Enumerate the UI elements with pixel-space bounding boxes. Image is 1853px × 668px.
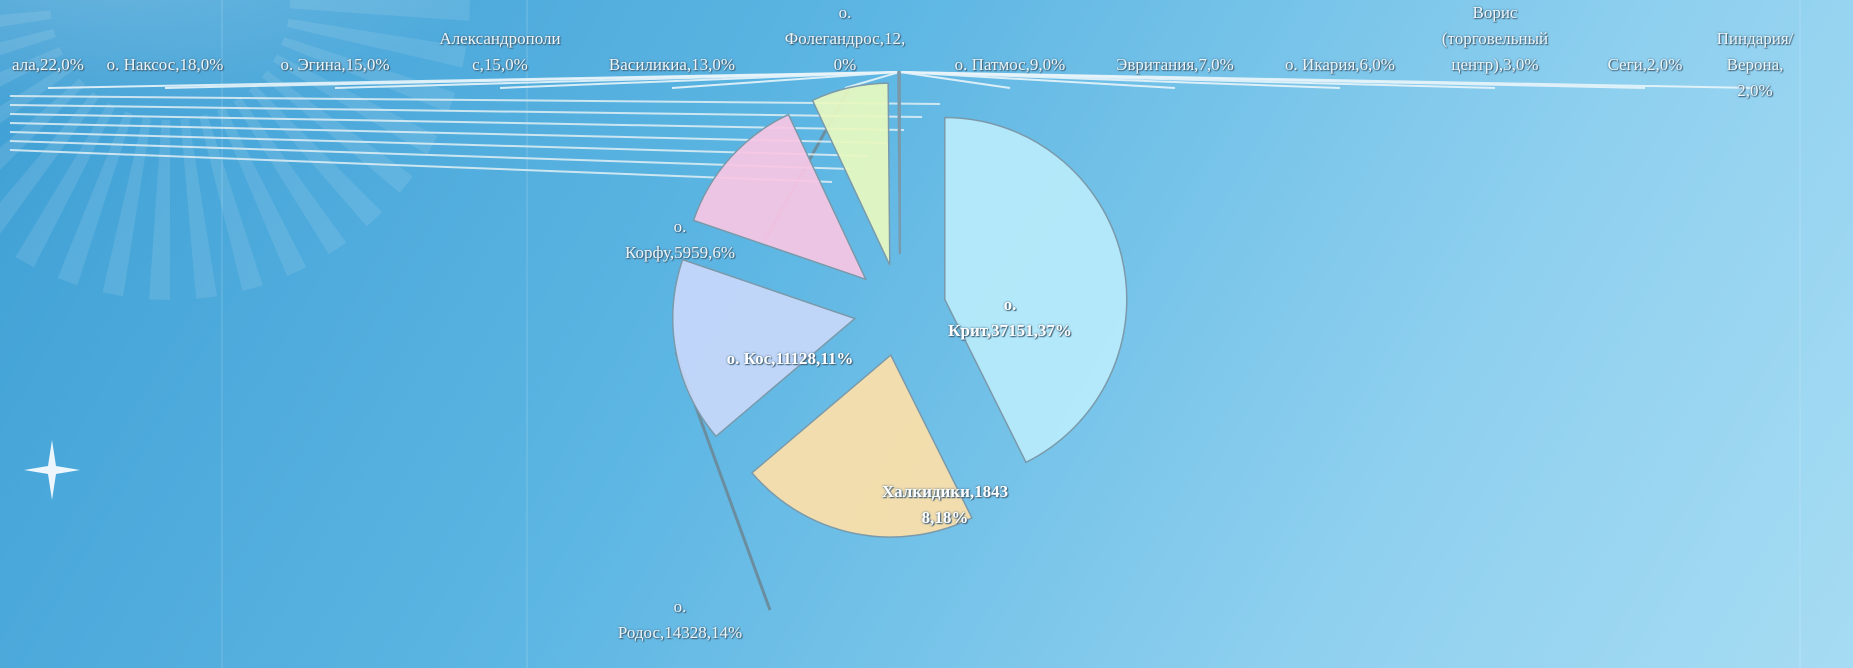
ray [286,18,467,68]
leader-line [9,95,941,105]
data-label: о. Эгина,15,0% [280,55,390,74]
ray [289,0,470,21]
data-label: о. Корфу,5959,6% [624,217,736,262]
ray [0,10,52,27]
ray [0,91,100,234]
data-label: ала,22,0% [12,55,84,74]
leader-line [899,71,1176,89]
pie-slice [811,82,891,266]
pie-slice [692,113,868,281]
data-label: о. Крит,37151,37% [948,295,1072,340]
leader-line [9,149,833,183]
pie [672,71,1128,538]
ray [0,29,56,56]
leader-line [9,140,851,170]
leader-line [899,71,1756,89]
data-label: о. Наксос,18,0% [106,55,224,74]
pie-slice [672,258,857,438]
ray [233,97,347,255]
ray [261,70,413,193]
ray [281,37,456,113]
data-label: о. Патмос,9,0% [954,55,1066,74]
ray [0,46,64,87]
data-label: о. Кос,11128,11% [726,349,854,368]
leader-line [9,113,905,131]
background-glow [0,0,700,330]
leader-line [499,71,899,89]
sparkle [24,440,80,500]
data-label: о. Фолегандрос,12, 0% [784,3,906,74]
data-label: Ворис (торговельный центр),3,0% [1441,3,1549,74]
data-label: Василикиа,13,0% [608,55,736,74]
ray [149,119,170,300]
data-label: о. Родос,14328,14% [617,597,743,642]
data-label: Александрополи с,15,0% [439,29,561,74]
ray [248,84,383,227]
leader-line [844,71,900,89]
leader-line [9,104,923,118]
ray [180,118,217,299]
data-label: Пиндария/Верона, 2,0% [1716,29,1794,100]
ray [272,54,438,155]
pie-slice [944,116,1128,464]
leader-line [899,71,1011,89]
leader-line [9,122,887,144]
leader-line [9,131,869,157]
ray [0,63,73,124]
background-rays [0,0,470,300]
data-label: Сеги,2,0% [1607,55,1683,74]
ray [102,116,152,297]
leader-line [671,71,900,89]
data-label: Эвритания,7,0% [1116,55,1234,74]
data-label: Халкидики,1843 8,18% [881,482,1009,527]
data-label: о. Икария,6,0% [1285,55,1395,74]
leader-line [334,71,899,89]
pie-slice [750,353,973,538]
